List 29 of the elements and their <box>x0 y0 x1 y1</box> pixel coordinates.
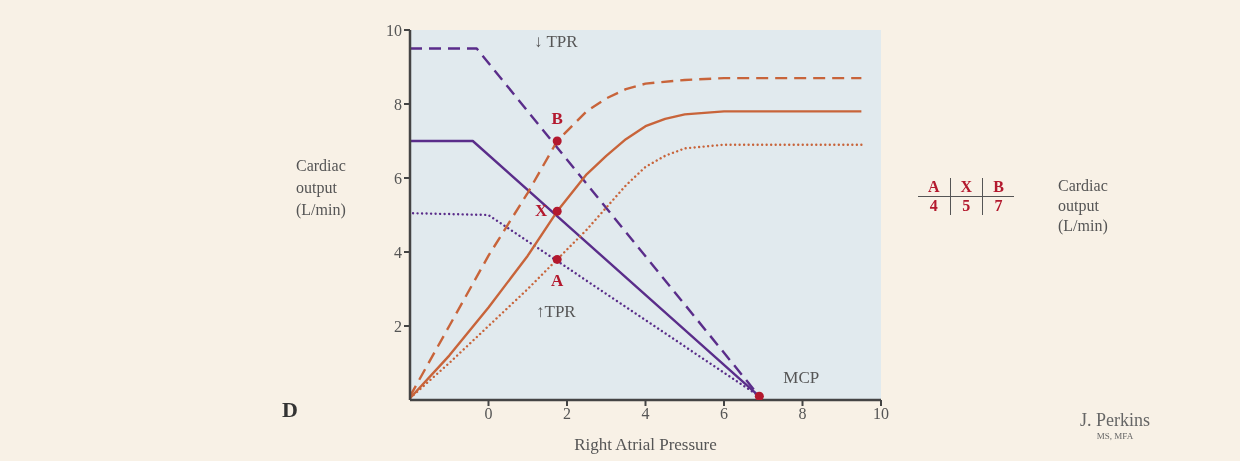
text: MS, MFA <box>1095 431 1135 441</box>
y-tick-label: 8 <box>394 95 402 113</box>
x-tick-label: 0 <box>484 405 493 423</box>
text: Cardiac output (L/min) <box>1058 176 1109 236</box>
y-tick-label: 6 <box>394 169 402 187</box>
annotation: ↓ TPR <box>534 32 578 52</box>
text: A <box>918 178 951 197</box>
text: B <box>982 178 1014 197</box>
text: 4 <box>928 196 939 215</box>
text: 7 <box>982 196 1014 215</box>
x-tick-label: 10 <box>873 405 889 423</box>
x-axis-title: Right Atrial Pressure <box>574 435 717 454</box>
annotation: B <box>551 109 563 128</box>
x-tick-label: 8 <box>798 405 807 423</box>
text: 5 <box>950 196 983 215</box>
y-axis-title: Cardiac output (L/min) <box>296 156 347 221</box>
annotation: X <box>535 201 548 221</box>
y-tick-label: 2 <box>394 317 402 335</box>
text: D <box>282 397 299 423</box>
annotation: A <box>551 271 564 291</box>
x-tick-label: 6 <box>720 405 728 423</box>
y-tick-label: 4 <box>394 243 402 261</box>
text: J. Perkins <box>1079 410 1151 431</box>
annotation: ↑TPR <box>536 302 576 322</box>
x-tick-label: 2 <box>563 405 571 423</box>
x-tick-label: 4 <box>641 405 650 423</box>
text: X <box>950 178 983 197</box>
annotation: MCP <box>783 368 820 388</box>
y-tick-label: 10 <box>386 21 402 39</box>
